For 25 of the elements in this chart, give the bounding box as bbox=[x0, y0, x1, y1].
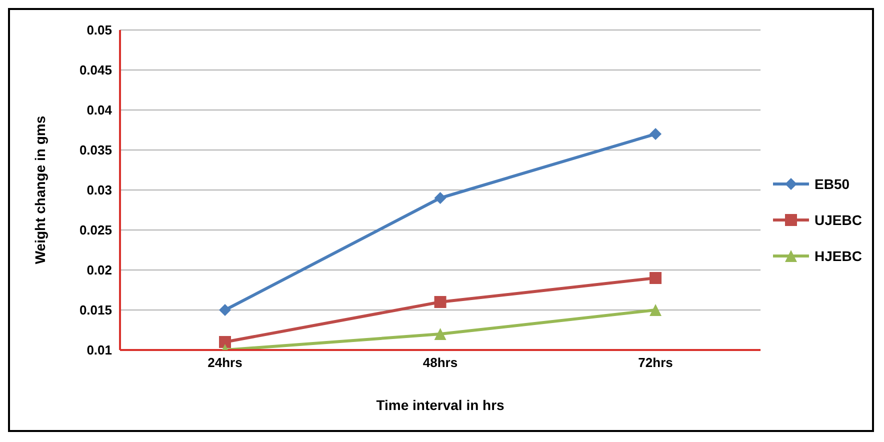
y-tick-label: 0.05 bbox=[86, 22, 112, 38]
point bbox=[219, 304, 231, 316]
y-tick-label: 0.035 bbox=[79, 142, 112, 158]
y-tick-label: 0.03 bbox=[86, 182, 112, 198]
legend-label: HJEBC bbox=[814, 248, 862, 264]
x-axis-title: Time interval in hrs bbox=[376, 397, 505, 413]
y-tick-label: 0.045 bbox=[79, 62, 112, 78]
y-tick-label: 0.015 bbox=[79, 302, 112, 318]
point bbox=[434, 192, 446, 204]
legend-label: UJEBC bbox=[814, 212, 862, 228]
x-tick-label: 48hrs bbox=[422, 355, 458, 370]
point bbox=[650, 304, 662, 316]
point bbox=[434, 296, 446, 308]
point bbox=[650, 128, 662, 140]
legend-label: EB50 bbox=[814, 176, 850, 192]
y-tick-label: 0.02 bbox=[86, 262, 112, 278]
x-tick-label: 72hrs bbox=[638, 355, 673, 370]
y-tick-label: 0.025 bbox=[79, 222, 112, 238]
y-axis-title: Weight change in gms bbox=[32, 116, 48, 264]
y-tick-label: 0.01 bbox=[86, 342, 112, 358]
x-tick-label: 24hrs bbox=[208, 355, 242, 370]
y-tick-label: 0.04 bbox=[86, 102, 113, 118]
point bbox=[434, 328, 446, 340]
point bbox=[650, 272, 662, 284]
point bbox=[219, 336, 231, 348]
